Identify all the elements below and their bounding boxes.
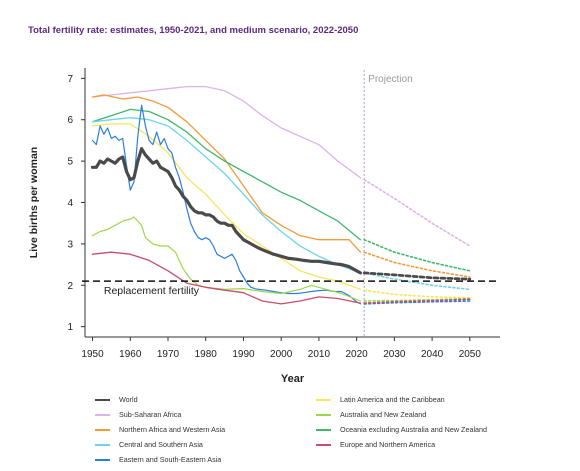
series-line-europe-and-northern-america <box>91 251 362 305</box>
legend-label: Eastern and South-Eastern Asia <box>119 455 222 464</box>
legend-swatch <box>316 398 331 401</box>
legend-label: Central and Southern Asia <box>119 440 203 449</box>
legend-item: Australia and New Zealand <box>316 408 535 421</box>
x-tick-label: 2020 <box>346 349 369 360</box>
legend-swatch <box>95 443 110 446</box>
x-tick-label: 2040 <box>421 349 444 360</box>
series-projection-sub-saharan-africa <box>363 178 471 247</box>
legend-swatch <box>95 428 110 431</box>
series-projection-northern-africa-and-western-asia <box>363 251 471 278</box>
legend-swatch <box>95 413 110 416</box>
replacement-fertility-label: Replacement fertility <box>104 285 200 297</box>
legend-swatch <box>316 428 331 431</box>
x-tick-label: 1950 <box>81 349 104 360</box>
legend-swatch <box>95 398 110 401</box>
x-tick-label: 2000 <box>270 349 293 360</box>
series-line-world <box>90 147 362 275</box>
x-tick-label: 1970 <box>157 349 180 360</box>
y-tick-label: 3 <box>67 239 73 250</box>
legend-label: Sub-Saharan Africa <box>119 410 182 419</box>
series-line-northern-africa-and-western-asia <box>91 94 362 253</box>
x-tick-label: 1990 <box>232 349 255 360</box>
legend-swatch <box>95 458 110 461</box>
x-tick-label: 2030 <box>383 349 406 360</box>
series-projection-central-and-southern-asia <box>363 272 471 291</box>
y-tick-label: 7 <box>67 74 73 85</box>
legend-item: Latin America and the Caribbean <box>316 393 535 406</box>
legend-label: Northern Africa and Western Asia <box>119 425 226 434</box>
legend-item: Sub-Saharan Africa <box>95 408 316 421</box>
chart-legend: World Latin America and the Caribbean Sub-… <box>95 393 535 466</box>
series-line-sub-saharan-africa <box>91 85 362 179</box>
y-tick-label: 6 <box>67 115 73 126</box>
legend-label: Australia and New Zealand <box>340 410 427 419</box>
series-projection-world <box>362 271 472 281</box>
x-tick-label: 1960 <box>119 349 142 360</box>
x-tick-label: 2010 <box>308 349 331 360</box>
legend-item: Eastern and South-Eastern Asia <box>95 453 316 466</box>
legend-item: Europe and Northern America <box>316 438 535 451</box>
legend-label: Europe and Northern America <box>340 440 436 449</box>
y-tick-label: 2 <box>67 281 73 292</box>
legend-label: Oceania excluding Australia and New Zeal… <box>340 425 488 434</box>
series-projection-eastern-and-south-eastern-asia <box>363 300 471 305</box>
legend-item: Northern Africa and Western Asia <box>95 423 316 436</box>
legend-label: World <box>119 395 138 404</box>
legend-label: Latin America and the Caribbean <box>340 395 445 404</box>
series-projection-europe-and-northern-america <box>363 298 471 304</box>
legend-item: Central and Southern Asia <box>95 438 316 451</box>
x-tick-label: 2050 <box>459 349 482 360</box>
legend-item: Oceania excluding Australia and New Zeal… <box>316 423 535 436</box>
series-line-eastern-and-south-eastern-asia <box>91 104 361 305</box>
y-tick-label: 1 <box>67 322 73 333</box>
legend-swatch <box>316 413 331 416</box>
y-axis-label: Live births per woman <box>28 147 40 258</box>
projection-label: Projection <box>368 74 412 85</box>
series-line-latin-america-and-the-caribbean <box>91 123 362 291</box>
x-axis-label: Year <box>281 373 305 385</box>
series-line-australia-and-new-zealand <box>91 216 361 302</box>
y-tick-label: 4 <box>67 198 73 209</box>
chart-title: Total fertility rate: estimates, 1950-20… <box>28 25 359 36</box>
legend-item: World <box>95 393 316 406</box>
y-tick-label: 5 <box>67 157 73 168</box>
series-line-central-and-southern-asia <box>91 117 362 274</box>
x-tick-label: 1980 <box>195 349 218 360</box>
series-line-oceania-excluding-australia-and-new-zealand <box>91 108 362 241</box>
series-projection-latin-america-and-the-caribbean <box>363 289 471 299</box>
legend-swatch <box>316 443 331 446</box>
series-projection-oceania-excluding-australia-and-new-zealand <box>363 238 471 272</box>
